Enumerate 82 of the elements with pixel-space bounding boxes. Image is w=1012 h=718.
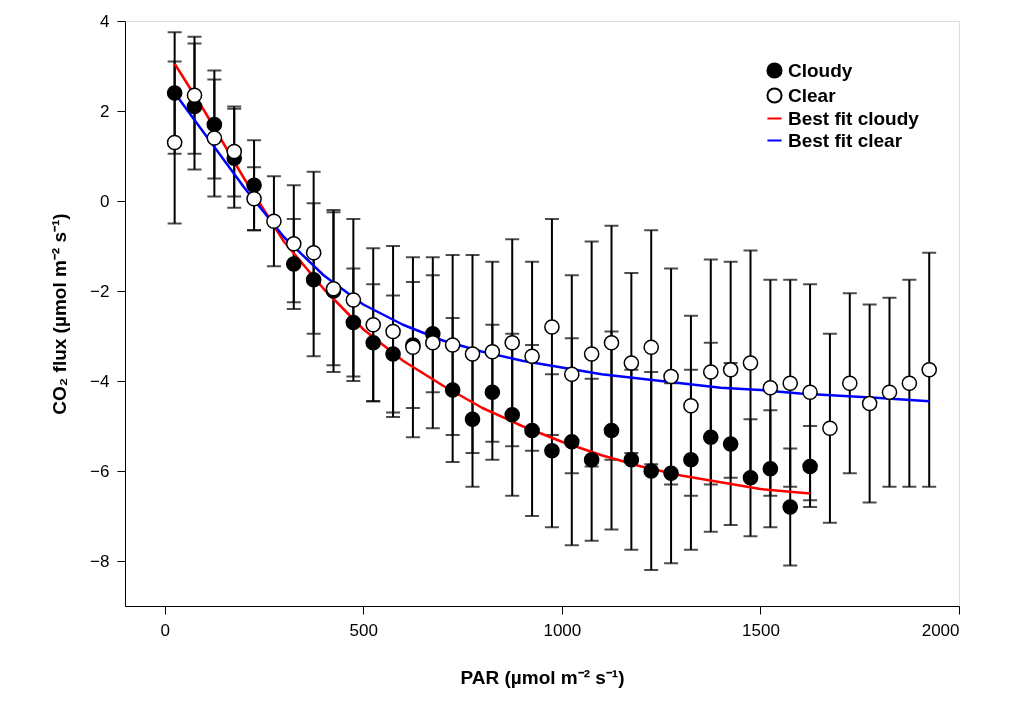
point: [782, 499, 799, 515]
point: [683, 451, 699, 468]
point: [504, 334, 521, 351]
point: [484, 384, 501, 401]
point: [762, 379, 779, 396]
x-tick-label: 2000: [921, 620, 960, 640]
point: [186, 87, 203, 104]
point: [802, 384, 818, 401]
point: [802, 458, 818, 475]
point: [424, 334, 441, 351]
point: [583, 346, 600, 362]
point: [246, 190, 262, 207]
x-tick-label: 0: [160, 620, 170, 640]
point: [901, 375, 918, 392]
x-tick-label: 500: [349, 620, 378, 640]
point: [246, 177, 262, 194]
point: [365, 316, 382, 333]
point: [484, 343, 501, 360]
point: [464, 411, 481, 428]
point: [623, 355, 640, 371]
y-tick-label: 0: [100, 191, 110, 211]
point: [603, 422, 620, 439]
point: [385, 323, 401, 340]
point: [623, 451, 640, 468]
x-axis-title: PAR (µmol m⁻² s⁻¹): [460, 666, 625, 688]
point: [345, 292, 362, 308]
point: [742, 469, 759, 486]
y-tick-label: −4: [90, 371, 110, 391]
point: [861, 395, 878, 412]
point: [524, 348, 540, 365]
legend-label: Clear: [788, 84, 837, 106]
point: [702, 364, 719, 380]
legend-label: Best fit clear: [788, 129, 903, 151]
point: [444, 337, 461, 353]
legend-label: Cloudy: [788, 59, 853, 81]
point: [722, 436, 739, 452]
point: [643, 339, 660, 356]
point: [822, 420, 838, 437]
point: [663, 465, 679, 482]
point: [266, 213, 282, 230]
point: [464, 346, 481, 362]
point: [583, 451, 600, 468]
y-tick-label: −6: [90, 461, 110, 481]
point: [683, 397, 699, 414]
point: [762, 460, 779, 477]
x-tick-label: 1000: [543, 620, 582, 640]
point: [166, 85, 183, 101]
point: [365, 334, 382, 351]
point: [345, 314, 362, 331]
point: [841, 375, 858, 392]
point: [504, 406, 521, 423]
y-tick-label: −8: [90, 551, 110, 571]
point: [305, 244, 322, 261]
point: [305, 271, 322, 288]
point: [921, 361, 938, 378]
y-axis-title: CO₂ flux (µmol m⁻² s⁻¹): [49, 213, 71, 415]
point: [285, 235, 302, 252]
x-tick-label: 1500: [742, 620, 780, 640]
point: [563, 433, 580, 450]
y-tick-label: 2: [100, 101, 110, 121]
point: [226, 143, 243, 160]
legend-label: Best fit cloudy: [788, 107, 920, 129]
point: [166, 134, 183, 151]
point: [702, 429, 719, 446]
point: [444, 382, 461, 398]
point: [742, 355, 759, 371]
y-tick-label: 4: [100, 11, 110, 31]
point: [782, 375, 799, 392]
y-tick-label: −2: [90, 281, 110, 301]
point: [385, 346, 401, 362]
point: [722, 361, 739, 378]
point: [881, 384, 898, 401]
point: [524, 422, 540, 439]
point: [544, 442, 560, 459]
point: [663, 368, 679, 385]
point: [563, 366, 580, 383]
point: [206, 116, 223, 133]
point: [603, 334, 620, 351]
point: [285, 256, 302, 272]
point: [206, 130, 223, 146]
point: [643, 463, 660, 479]
point: [544, 319, 560, 335]
